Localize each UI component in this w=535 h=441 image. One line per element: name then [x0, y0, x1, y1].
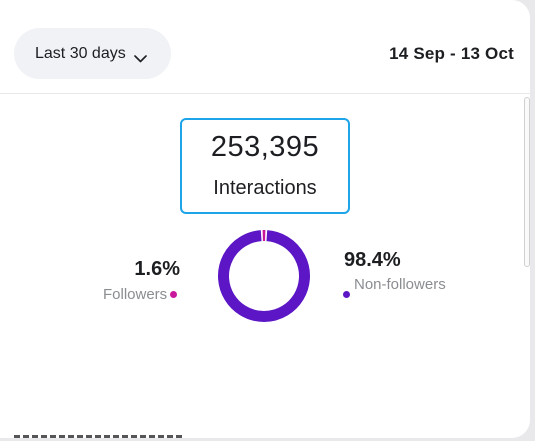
followers-legend-dot — [170, 291, 178, 298]
date-range-text: 14 Sep - 13 Oct — [389, 44, 514, 63]
next-section-heading-peek — [14, 431, 184, 438]
interactions-highlight-box — [180, 118, 350, 214]
non-followers-legend: Non-followers — [343, 276, 454, 298]
card-header: Last 30 days 14 Sep - 13 Oct — [0, 0, 530, 92]
non-followers-legend-dot — [343, 291, 350, 298]
followers-percent: 1.6% — [134, 258, 180, 280]
chevron-down-icon — [133, 50, 147, 62]
date-range-dropdown-label: Last 30 days — [35, 44, 126, 62]
interactions-value: 253,395 — [210, 131, 320, 163]
donut-slice-non-followers — [218, 230, 310, 322]
non-followers-percent: 98.4% — [344, 249, 401, 271]
followers-label: Followers — [103, 286, 168, 303]
non-followers-label: Non-followers — [354, 276, 446, 293]
scrollbar[interactable] — [524, 97, 530, 267]
interactions-label: Interactions — [213, 177, 317, 199]
audience-donut-chart — [218, 230, 310, 322]
date-range-dropdown[interactable]: Last 30 days — [14, 28, 171, 79]
followers-legend: Followers — [103, 286, 178, 303]
header-divider — [0, 93, 530, 94]
